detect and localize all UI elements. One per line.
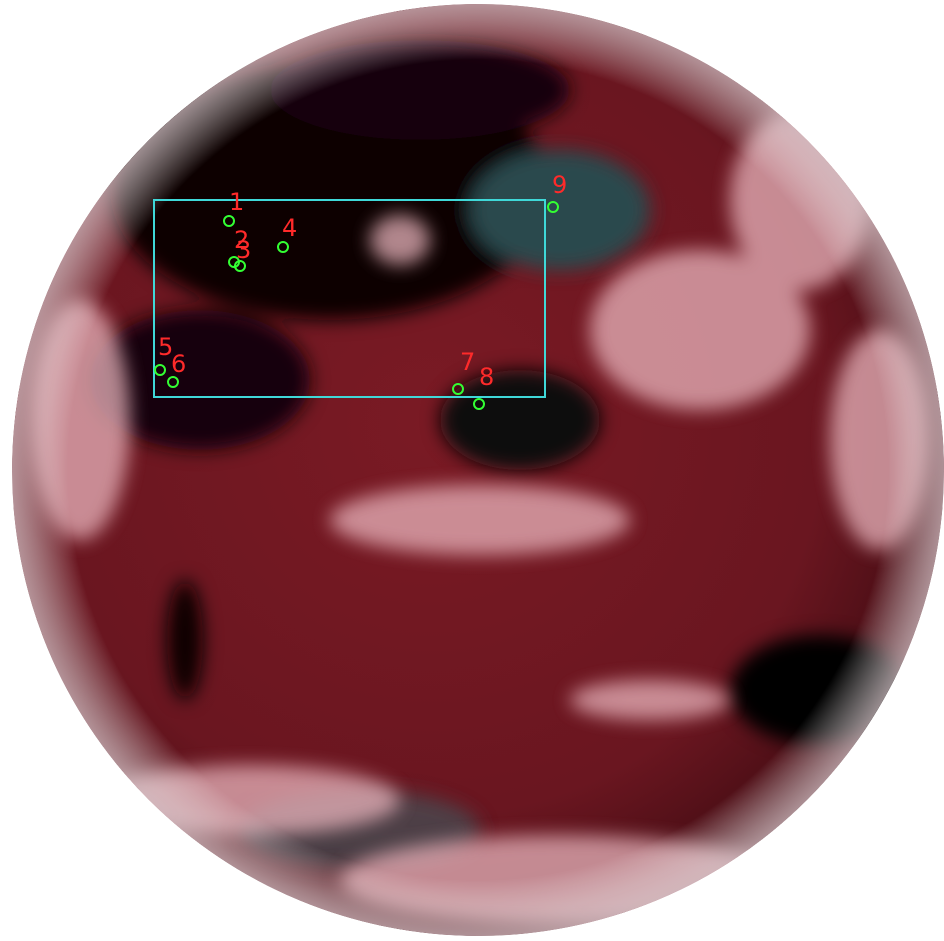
marker-point [154,364,166,376]
markers: 1 2 3 4 5 6 7 8 9 [154,171,567,410]
marker-label: 8 [479,363,494,391]
earth-disk [12,4,944,936]
marker-label: 7 [460,348,475,376]
marker-point [167,376,179,388]
marker-label: 9 [552,171,567,199]
marker-label: 6 [171,350,186,378]
marker-point [234,260,246,272]
marker-label: 4 [282,214,297,242]
marker-label: 2 [234,226,249,254]
marker-label: 1 [229,188,244,216]
marker-label: 5 [158,333,173,361]
marker-point [473,398,485,410]
marker-label: 3 [236,236,251,264]
marker-point [452,383,464,395]
marker-point [547,201,559,213]
marker-point [223,215,235,227]
marker-point [277,241,289,253]
selection-box [153,199,546,398]
